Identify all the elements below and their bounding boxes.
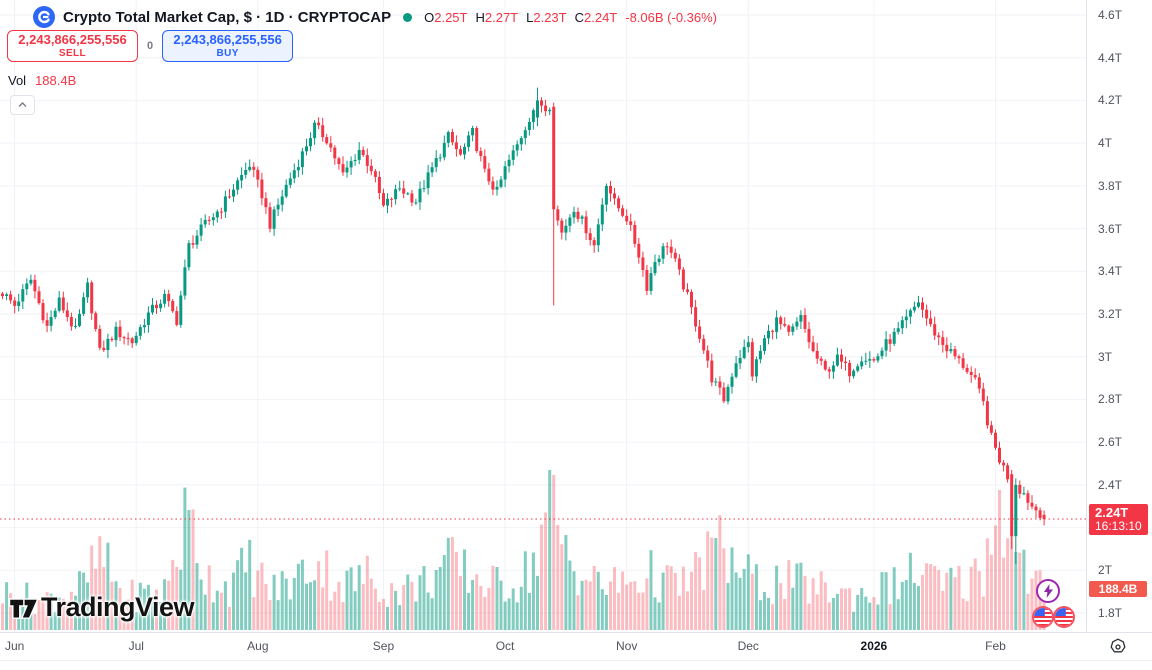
ohlc-open-value: 2.25T xyxy=(434,9,468,25)
chevron-up-icon xyxy=(18,102,27,107)
symbol-title[interactable]: Crypto Total Market Cap, $ · 1D · CRYPTO… xyxy=(63,8,392,26)
volume-legend-label[interactable]: Vol xyxy=(8,73,27,88)
time-tick-label-sep: Sep xyxy=(372,639,395,653)
trade-buttons: 2,243,866,255,556 SELL 0 2,243,866,255,5… xyxy=(7,30,294,62)
cryptocap-logo-icon xyxy=(33,6,55,28)
last-price-value: 2.24T xyxy=(1095,504,1129,520)
ohlc-close-label: C xyxy=(574,9,584,25)
price-tick-label: 1.8T xyxy=(1098,605,1123,620)
time-axis[interactable]: Jun Jul Aug Sep Oct Nov Dec 2026 Feb xyxy=(0,632,1152,661)
price-tick-label: 3.4T xyxy=(1098,264,1123,279)
us-flag-badge-icon-2[interactable] xyxy=(1053,606,1075,628)
price-tick-label: 4.2T xyxy=(1098,93,1123,108)
ohlc-high-value: 2.27T xyxy=(484,9,519,25)
boost-lightning-icon[interactable] xyxy=(1036,579,1060,603)
time-tick-label-jul: Jul xyxy=(128,639,144,653)
volume-legend: Vol 188.4B xyxy=(8,73,76,88)
price-tick-label: 3.8T xyxy=(1098,178,1123,193)
candle-countdown: 16:13:10 xyxy=(1095,519,1142,534)
price-tick-label: 4T xyxy=(1098,136,1113,151)
symbol-legend: Crypto Total Market Cap, $ · 1D · CRYPTO… xyxy=(33,6,717,28)
price-tick-label: 3T xyxy=(1098,349,1113,364)
price-tick-label: 4.4T xyxy=(1098,50,1123,65)
settings-gear-icon[interactable] xyxy=(1108,637,1130,659)
price-tick-label: 2.6T xyxy=(1098,435,1123,450)
sell-button[interactable]: 2,243,866,255,556 SELL xyxy=(7,30,138,62)
tradingview-watermark[interactable]: TradingView xyxy=(8,592,195,623)
time-tick-label-oct: Oct xyxy=(495,639,515,653)
price-tick-label: 3.6T xyxy=(1098,221,1123,236)
spread-value: 0 xyxy=(147,40,154,52)
ohlc-high-label: H xyxy=(475,9,485,25)
ohlc-close-value: 2.24T xyxy=(584,9,618,25)
ohlc-change: -8.06B (-0.36%) xyxy=(625,9,718,25)
price-axis[interactable]: 2.24T 16:13:10 188.4B 4.6T 4.4T 4.2T 4T 3.8T… xyxy=(1086,0,1152,632)
us-flag-badge-icon[interactable] xyxy=(1032,606,1054,628)
sell-price: 2,243,866,255,556 xyxy=(18,31,127,47)
ohlc-values: O2.25T H2.27T L2.23T C2.24T -8.06B (-0.3… xyxy=(424,10,717,25)
candlestick-chart[interactable] xyxy=(0,0,1086,632)
ohlc-low-value: 2.23T xyxy=(533,9,567,25)
tradingview-logo-icon xyxy=(8,598,39,619)
price-tick-label: 4.6T xyxy=(1098,8,1123,22)
price-tick-label: 3.2T xyxy=(1098,306,1123,321)
chart-canvas[interactable] xyxy=(0,0,1086,632)
volume-legend-value: 188.4B xyxy=(35,73,77,88)
price-tick-label: 2.8T xyxy=(1098,392,1123,407)
time-tick-label-dec: Dec xyxy=(737,639,759,653)
ohlc-low-label: L xyxy=(526,9,534,25)
buy-price: 2,243,866,255,556 xyxy=(173,31,282,47)
ohlc-open-label: O xyxy=(424,9,435,25)
time-tick-label-jun: Jun xyxy=(4,639,25,653)
us-flag-image xyxy=(1055,608,1073,626)
buy-label: BUY xyxy=(216,48,239,60)
last-price-badge[interactable]: 2.24T 16:13:10 xyxy=(1089,503,1148,535)
price-tick-label: 2.4T xyxy=(1098,477,1123,492)
tradingview-watermark-text: TradingView xyxy=(41,592,195,622)
buy-button[interactable]: 2,243,866,255,556 BUY xyxy=(162,30,294,62)
time-tick-label-aug: Aug xyxy=(247,639,269,653)
time-tick-label-nov: Nov xyxy=(615,639,638,653)
price-tick-label: 2T xyxy=(1098,563,1113,578)
volume-axis-badge: 188.4B xyxy=(1089,581,1147,597)
collapse-legend-button[interactable] xyxy=(10,95,35,115)
market-status-dot[interactable] xyxy=(403,12,413,22)
us-flag-image xyxy=(1034,608,1052,626)
time-tick-label-2026: 2026 xyxy=(860,639,888,653)
sell-label: SELL xyxy=(58,48,87,60)
lightning-bolt-icon xyxy=(1043,584,1053,598)
time-tick-label-feb: Feb xyxy=(985,639,1006,653)
